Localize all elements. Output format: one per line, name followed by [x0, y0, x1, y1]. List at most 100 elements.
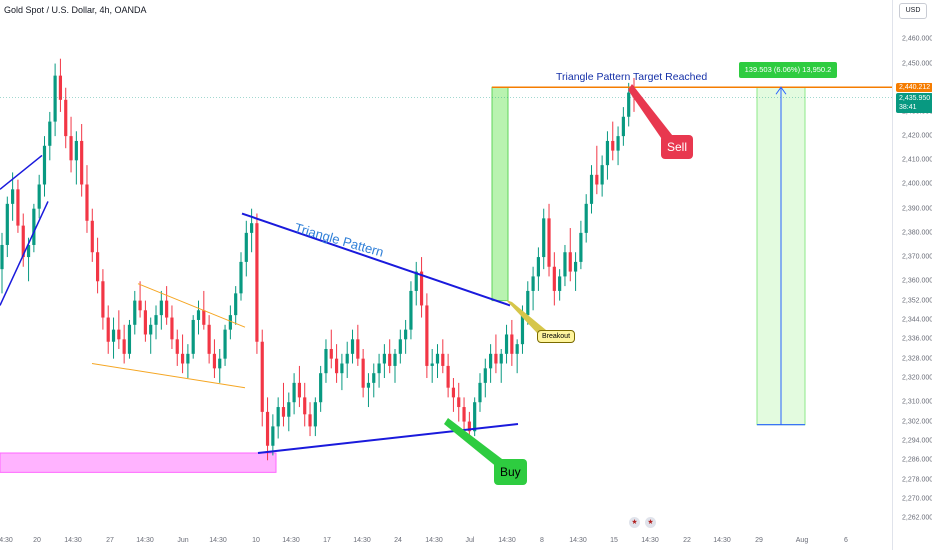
- candle-body: [48, 121, 52, 146]
- candle-body: [127, 324, 132, 354]
- breakout-pointer: [506, 300, 546, 334]
- x-tick-label: 4:30: [0, 537, 13, 544]
- y-tick-label: 2,460.000: [902, 35, 932, 43]
- candle-body: [345, 353, 349, 364]
- y-tick-label: 2,320.000: [902, 374, 932, 382]
- range-arrow-head: [775, 86, 787, 95]
- candle-body: [382, 353, 386, 364]
- triangle-lower-trendline: [257, 422, 519, 455]
- candle-body: [536, 257, 540, 277]
- candle-body: [154, 315, 158, 325]
- candle-body: [186, 353, 190, 364]
- x-tick-label: 17: [323, 537, 331, 544]
- candle-body: [85, 184, 89, 221]
- bar-countdown: 38:41: [899, 104, 917, 111]
- candle-body: [446, 365, 450, 388]
- x-tick-label: 14:30: [353, 537, 371, 544]
- candle-body: [589, 174, 594, 204]
- target-reached-label[interactable]: Triangle Pattern Target Reached: [556, 71, 708, 83]
- candle-body: [313, 402, 317, 427]
- candle-body: [605, 140, 610, 166]
- candle-body: [308, 414, 312, 427]
- y-tick-label: 2,270.000: [902, 495, 932, 503]
- candle-body: [292, 382, 296, 403]
- candle-body: [441, 353, 445, 366]
- candle-body: [239, 261, 243, 294]
- candle-body: [393, 353, 397, 366]
- left-channel-lower: [0, 201, 49, 306]
- y-tick-label: 2,328.000: [902, 355, 932, 363]
- candle-body: [64, 99, 68, 137]
- candle-body: [573, 261, 578, 272]
- candle-body: [478, 382, 482, 403]
- x-tick-label: Jul: [465, 537, 475, 544]
- candle-body: [159, 300, 163, 316]
- symbol-title[interactable]: Gold Spot / U.S. Dollar, 4h, OANDA: [4, 5, 147, 15]
- candle-body: [398, 339, 402, 354]
- candle-body: [552, 266, 556, 291]
- x-tick-label: 24: [394, 537, 402, 544]
- candle-body: [180, 353, 185, 364]
- x-tick-label: Jun: [177, 537, 189, 544]
- candle-body: [425, 305, 429, 366]
- candle-body: [329, 348, 333, 359]
- candle-body: [165, 300, 169, 318]
- currency-button[interactable]: USD: [899, 3, 927, 19]
- y-tick-label: 2,370.000: [902, 253, 932, 261]
- us-flag-icon[interactable]: ★: [629, 517, 640, 528]
- target-price-tag: 2,440.212: [896, 83, 932, 92]
- buy-callout[interactable]: Buy: [494, 459, 527, 485]
- candle-body: [42, 145, 47, 185]
- candle-body: [138, 300, 142, 311]
- wedge-upper-line: [137, 283, 246, 328]
- candle-body: [117, 329, 121, 340]
- breakout-callout[interactable]: Breakout: [537, 330, 576, 343]
- candle-body: [611, 140, 615, 151]
- candle-body: [319, 373, 323, 403]
- x-tick-label: Aug: [795, 537, 809, 544]
- candle-body: [627, 92, 631, 117]
- y-tick-label: 2,450.000: [902, 60, 932, 68]
- candle-body: [207, 324, 211, 354]
- x-tick-label: 14:30: [282, 537, 300, 544]
- triangle-upper-trendline: [241, 212, 511, 307]
- candle-body: [5, 203, 9, 245]
- candle-body: [372, 373, 376, 383]
- x-tick-label: 14:30: [425, 537, 443, 544]
- y-tick-label: 2,420.000: [902, 132, 932, 140]
- candle-body: [324, 348, 328, 374]
- current-price: 2,435.950: [899, 95, 931, 102]
- candle-body: [250, 223, 254, 233]
- y-tick-label: 2,390.000: [902, 205, 932, 213]
- x-tick-label: 20: [33, 537, 41, 544]
- candle-body: [499, 353, 503, 364]
- sell-callout[interactable]: Sell: [661, 135, 694, 159]
- candle-body: [37, 184, 41, 209]
- current-price-tag: 2,435.950 38:41: [896, 93, 932, 113]
- candle-body: [32, 208, 36, 245]
- price-range-label[interactable]: 139.503 (6.06%) 13,950.2: [739, 62, 837, 78]
- x-tick-label: 10: [252, 537, 260, 544]
- candle-body: [175, 339, 179, 354]
- candle-body: [133, 300, 137, 325]
- candle-body: [547, 218, 551, 267]
- candle-body: [621, 116, 625, 137]
- candle-body: [334, 358, 339, 374]
- candle-body: [228, 315, 232, 330]
- x-tick-label: 14:30: [713, 537, 731, 544]
- candle-body: [223, 329, 227, 359]
- candle-body: [96, 252, 100, 282]
- y-tick-label: 2,336.000: [902, 335, 932, 343]
- candle-body: [218, 358, 222, 369]
- candle-body: [350, 339, 355, 354]
- candle-body: [377, 363, 381, 374]
- candle-body: [451, 387, 456, 398]
- x-tick-label: 6: [844, 537, 848, 544]
- candle-body: [11, 189, 15, 204]
- candle-body: [600, 165, 604, 185]
- y-tick-label: 2,310.000: [902, 398, 932, 406]
- candle-body: [111, 329, 116, 342]
- us-flag-icon[interactable]: ★: [645, 517, 656, 528]
- candle-body: [579, 232, 583, 262]
